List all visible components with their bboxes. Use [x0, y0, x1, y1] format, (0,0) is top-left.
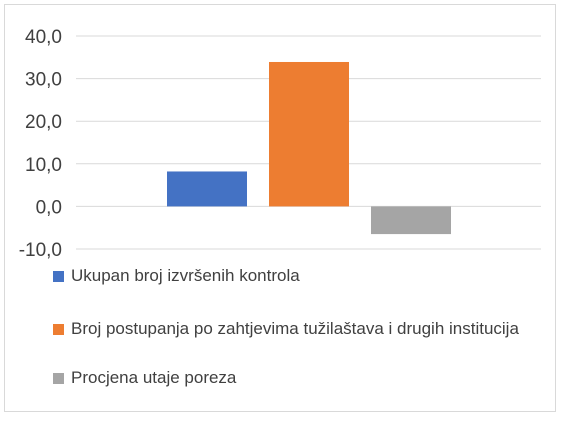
bar-1 — [167, 171, 247, 207]
y-tick-label: 30,0 — [25, 70, 62, 91]
legend-label: Ukupan broj izvršenih kontrola — [71, 266, 300, 285]
y-tick-label: 0,0 — [36, 197, 62, 218]
legend-label: Broj postupanja po zahtjevima tužilaštav… — [71, 319, 519, 338]
y-tick-label: 40,0 — [25, 27, 62, 48]
bar-3 — [371, 206, 451, 235]
y-tick-label: 20,0 — [25, 112, 62, 133]
bar-2 — [269, 61, 349, 207]
legend-swatch-orange — [53, 324, 64, 335]
legend-item-ukupan-broj: Ukupan broj izvršenih kontrola — [53, 265, 543, 287]
y-tick-label: 10,0 — [25, 155, 62, 176]
legend-swatch-gray — [53, 373, 64, 384]
legend-item-broj-postupanja: Broj postupanja po zahtjevima tužilaštav… — [53, 318, 543, 340]
legend-swatch-blue — [53, 271, 64, 282]
bars — [167, 61, 451, 235]
y-axis-tick-labels: 40,0 30,0 20,0 10,0 0,0 -10,0 — [19, 27, 62, 261]
legend-label: Procjena utaje poreza — [71, 368, 237, 387]
legend-item-procjena-utaje: Procjena utaje poreza — [53, 367, 543, 389]
y-tick-label: -10,0 — [19, 240, 62, 261]
